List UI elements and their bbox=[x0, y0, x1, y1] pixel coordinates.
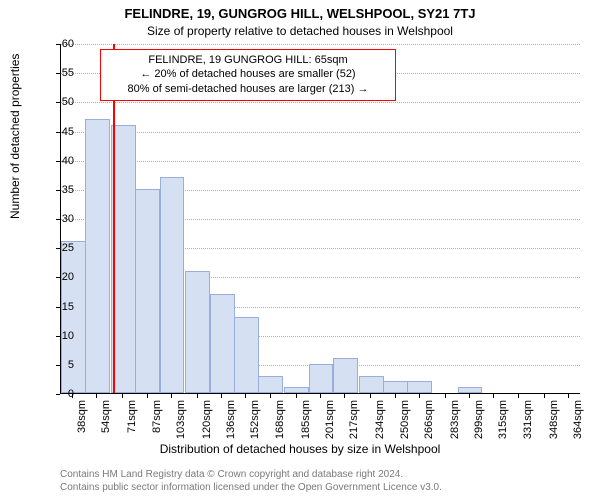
histogram-figure: FELINDRE, 19, GUNGROG HILL, WELSHPOOL, S… bbox=[0, 0, 600, 500]
x-tick-mark bbox=[370, 394, 371, 398]
x-tick-label: 364sqm bbox=[572, 400, 584, 439]
x-tick-label: 283sqm bbox=[449, 400, 461, 439]
x-tick-label: 136sqm bbox=[225, 400, 237, 439]
x-axis-label: Distribution of detached houses by size … bbox=[0, 442, 600, 456]
histogram-bar bbox=[185, 271, 210, 394]
x-tick-mark bbox=[197, 394, 198, 398]
x-tick-label: 103sqm bbox=[175, 400, 187, 439]
y-tick-mark bbox=[56, 44, 60, 45]
x-tick-label: 250sqm bbox=[399, 400, 411, 439]
gridline bbox=[61, 132, 580, 133]
y-axis-label: Number of detached properties bbox=[8, 54, 22, 219]
x-tick-label: 348sqm bbox=[548, 400, 560, 439]
histogram-bar bbox=[160, 177, 185, 393]
x-tick-mark bbox=[171, 394, 172, 398]
x-tick-label: 87sqm bbox=[151, 400, 163, 433]
x-tick-mark bbox=[544, 394, 545, 398]
x-tick-label: 168sqm bbox=[274, 400, 286, 439]
chart-title-sub: Size of property relative to detached ho… bbox=[0, 24, 600, 38]
annotation-line: 80% of semi-detached houses are larger (… bbox=[107, 82, 389, 96]
y-tick-mark bbox=[56, 336, 60, 337]
gridline bbox=[61, 161, 580, 162]
x-tick-mark bbox=[72, 394, 73, 398]
y-tick-mark bbox=[56, 132, 60, 133]
x-tick-mark bbox=[245, 394, 246, 398]
x-tick-mark bbox=[518, 394, 519, 398]
annotation-box: FELINDRE, 19 GUNGROG HILL: 65sqm← 20% of… bbox=[100, 49, 396, 101]
x-tick-label: 71sqm bbox=[126, 400, 138, 433]
y-tick-mark bbox=[56, 102, 60, 103]
histogram-bar bbox=[234, 317, 259, 393]
y-tick-mark bbox=[56, 190, 60, 191]
y-tick-mark bbox=[56, 307, 60, 308]
credits-block: Contains HM Land Registry data © Crown c… bbox=[60, 468, 442, 494]
histogram-bar bbox=[309, 364, 334, 393]
x-tick-label: 185sqm bbox=[300, 400, 312, 439]
x-tick-label: 315sqm bbox=[497, 400, 509, 439]
histogram-bar bbox=[359, 376, 384, 394]
histogram-bar bbox=[85, 119, 110, 393]
x-tick-mark bbox=[469, 394, 470, 398]
chart-title-main: FELINDRE, 19, GUNGROG HILL, WELSHPOOL, S… bbox=[0, 6, 600, 21]
histogram-bar bbox=[407, 381, 432, 393]
x-tick-mark bbox=[445, 394, 446, 398]
histogram-bar bbox=[383, 381, 408, 393]
x-tick-mark bbox=[568, 394, 569, 398]
credits-line-2: Contains public sector information licen… bbox=[60, 481, 442, 494]
annotation-line: FELINDRE, 19 GUNGROG HILL: 65sqm bbox=[107, 53, 389, 67]
y-tick-mark bbox=[56, 73, 60, 74]
x-tick-mark bbox=[122, 394, 123, 398]
gridline bbox=[61, 102, 580, 103]
y-tick-mark bbox=[56, 161, 60, 162]
x-tick-mark bbox=[270, 394, 271, 398]
y-tick-mark bbox=[56, 365, 60, 366]
x-tick-mark bbox=[395, 394, 396, 398]
x-tick-label: 234sqm bbox=[374, 400, 386, 439]
annotation-line: ← 20% of detached houses are smaller (52… bbox=[107, 67, 389, 81]
x-tick-mark bbox=[320, 394, 321, 398]
x-tick-mark bbox=[493, 394, 494, 398]
x-tick-label: 217sqm bbox=[348, 400, 360, 439]
x-tick-label: 120sqm bbox=[201, 400, 213, 439]
histogram-bar bbox=[258, 376, 283, 394]
x-tick-mark bbox=[221, 394, 222, 398]
x-tick-mark bbox=[419, 394, 420, 398]
x-tick-label: 152sqm bbox=[249, 400, 261, 439]
x-tick-label: 266sqm bbox=[423, 400, 435, 439]
histogram-bar bbox=[333, 358, 358, 393]
y-tick-mark bbox=[56, 394, 60, 395]
x-tick-mark bbox=[147, 394, 148, 398]
gridline bbox=[61, 44, 580, 45]
x-tick-mark bbox=[96, 394, 97, 398]
histogram-bar bbox=[135, 189, 160, 393]
x-tick-label: 201sqm bbox=[324, 400, 336, 439]
histogram-bar bbox=[284, 387, 309, 393]
x-tick-label: 54sqm bbox=[100, 400, 112, 433]
x-tick-label: 299sqm bbox=[473, 400, 485, 439]
y-tick-mark bbox=[56, 248, 60, 249]
x-tick-label: 331sqm bbox=[522, 400, 534, 439]
x-tick-mark bbox=[344, 394, 345, 398]
y-tick-mark bbox=[56, 219, 60, 220]
y-tick-mark bbox=[56, 277, 60, 278]
histogram-bar bbox=[210, 294, 235, 393]
histogram-bar bbox=[458, 387, 483, 393]
credits-line-1: Contains HM Land Registry data © Crown c… bbox=[60, 468, 442, 481]
x-tick-mark bbox=[296, 394, 297, 398]
x-tick-label: 38sqm bbox=[76, 400, 88, 433]
